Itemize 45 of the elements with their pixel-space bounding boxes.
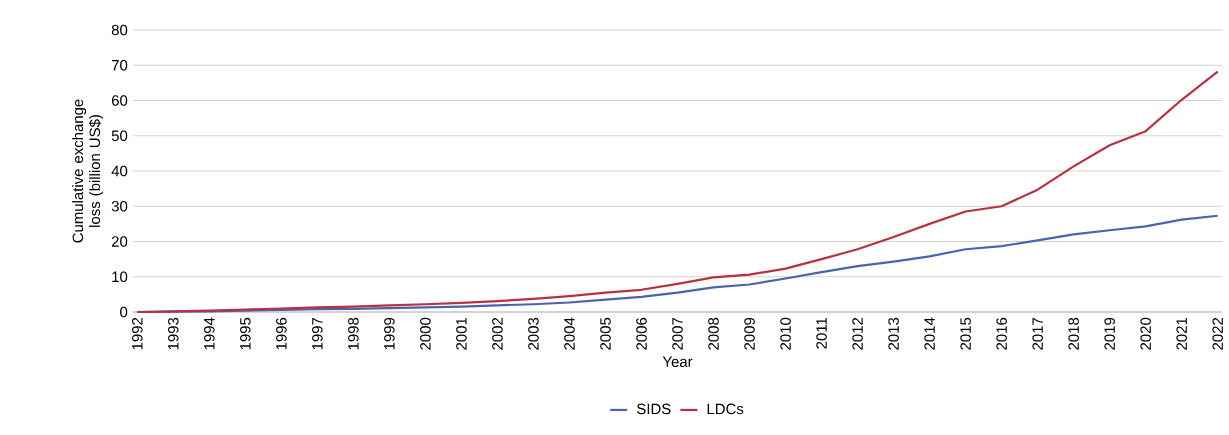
legend-label: SIDS [637,403,671,415]
x-tick-label: 1999 [384,317,395,350]
x-tick-label: 2001 [456,317,467,350]
y-tick-label: 30 [111,200,128,212]
x-tick-label: 1996 [276,317,287,350]
y-tick-label: 80 [111,24,128,36]
x-tick-label: 2012 [852,317,863,350]
x-tick-label: 2004 [564,317,575,350]
x-tick-label: 2010 [780,317,791,350]
x-tick-label: 2014 [924,317,935,350]
x-tick-label: 2018 [1068,317,1079,350]
x-tick-label: 2021 [1176,317,1187,350]
x-tick-label: 2022 [1212,317,1223,350]
x-tick-label: 2011 [816,317,827,349]
x-tick-label: 1993 [168,317,179,350]
x-tick-label: 2015 [960,317,971,350]
line-series [136,70,1219,314]
x-axis-title: Year [662,356,693,368]
y-tick-label: 20 [111,236,128,247]
x-tick-label: 2020 [1140,317,1151,350]
legend-label: LDCs [707,403,744,415]
x-tick-label: 2013 [888,317,899,350]
x-tick-label: 2016 [996,317,1007,350]
y-tick-label: 10 [112,271,128,283]
x-tick-label: 2017 [1032,317,1043,350]
y-tick-label: 70 [111,59,128,71]
x-tick-label: 2006 [636,317,647,350]
x-tick-label: 2007 [672,317,683,350]
x-tick-label: 1994 [204,317,215,350]
x-tick-label: 2003 [528,317,539,350]
y-tick-label: 40 [111,165,128,177]
x-tick-label: 2000 [420,317,431,350]
x-tick-label: 2008 [708,317,719,350]
x-tick-label: 2019 [1104,317,1115,350]
x-tick-label: 1998 [348,317,359,350]
x-tick-label: 1997 [312,317,323,350]
x-tick-label: 2005 [600,317,611,350]
y-tick-label: 50 [111,130,128,142]
x-tick-label: 1992 [132,317,143,350]
x-tick-label: 2009 [744,317,755,350]
y-tick-label: 60 [111,95,128,106]
y-axis-title: Cumulative exchange loss (billion US$) [72,99,104,243]
y-tick-label: 0 [120,306,128,318]
x-tick-label: 1995 [240,317,251,350]
x-tick-label: 2002 [492,317,503,350]
